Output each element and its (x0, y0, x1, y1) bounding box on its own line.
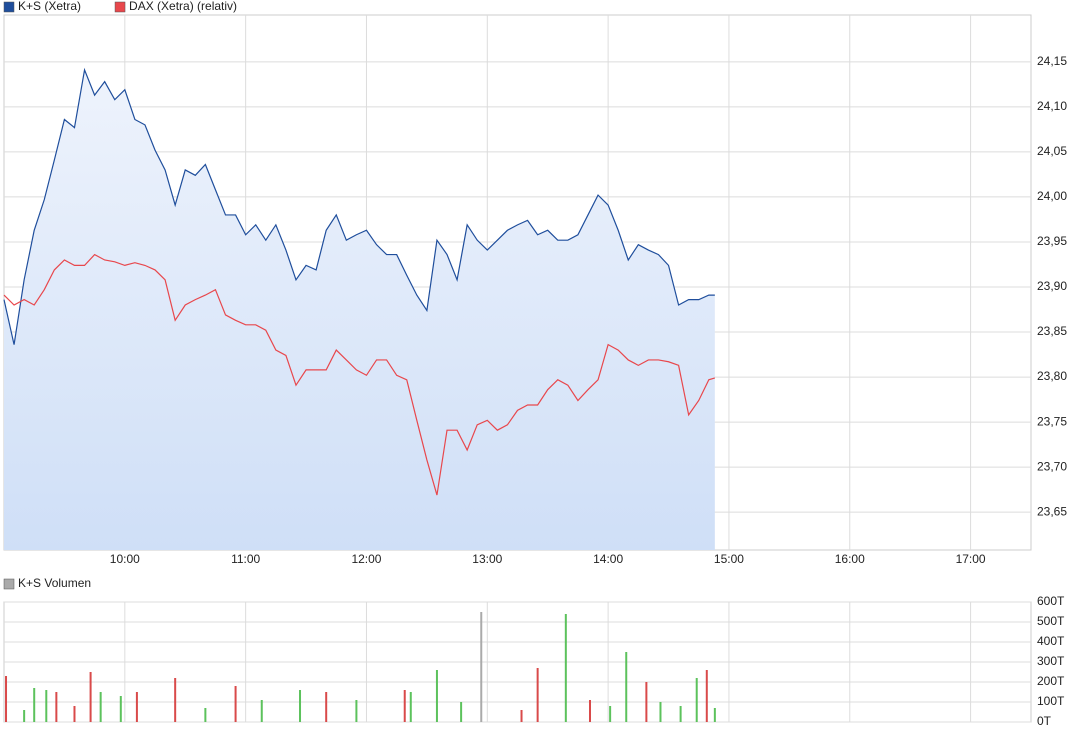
volume-bar (299, 690, 302, 722)
volume-bar (5, 676, 8, 722)
y-tick-label: 23,70 (1037, 459, 1067, 473)
x-tick-label: 17:00 (956, 552, 986, 566)
y-tick-label: 23,95 (1037, 234, 1067, 248)
y-tick-label: 24,15 (1037, 54, 1067, 68)
y-tick-label: 24,00 (1037, 189, 1067, 203)
volume-bar (659, 702, 662, 722)
volume-bar (55, 692, 58, 722)
volume-bar (234, 686, 237, 722)
legend-swatch (3, 1, 15, 13)
volume-bar (609, 706, 612, 722)
volume-bar (204, 708, 207, 722)
line (3, 253, 716, 496)
volume-bar (588, 700, 591, 722)
legend-label: DAX (Xetra) (relativ) (129, 0, 237, 13)
volume-bar (645, 682, 648, 722)
legend-swatch (114, 1, 126, 13)
volume-bar (325, 692, 328, 722)
volume-bar (33, 688, 36, 722)
volume-bar (679, 706, 682, 722)
y-tick-label: 23,85 (1037, 324, 1067, 338)
legend-swatch (3, 578, 15, 590)
line (3, 67, 715, 345)
x-tick-label: 13:00 (472, 552, 502, 566)
x-tick-label: 14:00 (593, 552, 623, 566)
volume-bar (89, 672, 92, 722)
volume-bar (520, 710, 523, 722)
y-tick-label: 300T (1037, 654, 1065, 668)
y-tick-label: 500T (1037, 614, 1065, 628)
y-tick-label: 200T (1037, 674, 1065, 688)
y-tick-label: 400T (1037, 634, 1065, 648)
y-tick-label: 23,65 (1037, 504, 1067, 518)
legend-label: K+S Volumen (18, 576, 91, 590)
x-tick-label: 12:00 (351, 552, 381, 566)
area (4, 69, 715, 551)
y-tick-label: 23,90 (1037, 279, 1067, 293)
y-tick-label: 23,80 (1037, 369, 1067, 383)
x-tick-label: 16:00 (835, 552, 865, 566)
volume-bar (409, 692, 412, 722)
legend: K+S (Xetra) DAX (Xetra) (relativ) (3, 0, 237, 13)
x-tick-label: 10:00 (110, 552, 140, 566)
volume-bar (23, 710, 26, 722)
y-tick-label: 0T (1037, 714, 1052, 728)
volume-bar (99, 692, 102, 722)
y-tick-label: 100T (1037, 694, 1065, 708)
volume-bar (45, 690, 48, 722)
x-tick-label: 15:00 (714, 552, 744, 566)
volume-bar (435, 670, 438, 722)
volume-bar (460, 702, 463, 722)
y-tick-label: 24,10 (1037, 99, 1067, 113)
volume-bar (705, 670, 708, 722)
volume-bar (564, 614, 567, 722)
volume-bar (713, 708, 716, 722)
volume-bar (260, 700, 263, 722)
x-tick-label: 11:00 (231, 552, 260, 566)
volume-bar (695, 678, 698, 722)
y-tick-label: 23,75 (1037, 414, 1067, 428)
volume-bar (119, 696, 122, 722)
volume-bar (73, 706, 76, 722)
legend-label: K+S (Xetra) (18, 0, 81, 13)
y-tick-label: 24,05 (1037, 144, 1067, 158)
volume-bar (480, 612, 483, 722)
volume-bar (355, 700, 358, 722)
y-tick-label: 600T (1037, 594, 1065, 608)
volume-bar (536, 668, 539, 722)
volume-bar (625, 652, 628, 722)
volume-bar (135, 692, 138, 722)
volume-bar (403, 690, 406, 722)
volume-bar (174, 678, 177, 722)
